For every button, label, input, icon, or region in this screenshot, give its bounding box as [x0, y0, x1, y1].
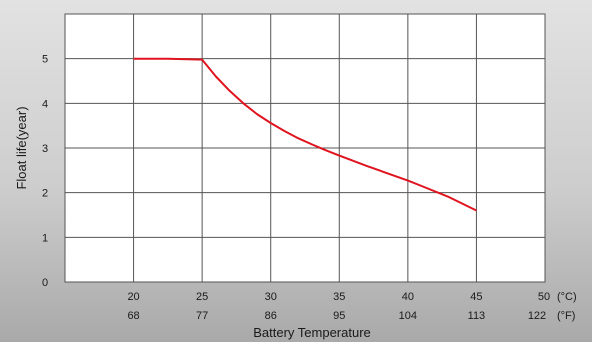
x-tick-label-celsius: 25	[196, 291, 208, 303]
x-tick-label-fahrenheit: 86	[265, 310, 277, 322]
x-tick-label-celsius: 30	[265, 291, 277, 303]
x-tick-label-celsius: 40	[402, 291, 414, 303]
x-tick-label-fahrenheit: 122	[528, 310, 546, 322]
fahrenheit-unit-label: (°F)	[557, 310, 575, 322]
x-tick-label-celsius: 20	[127, 291, 139, 303]
y-tick-label: 0	[42, 277, 48, 289]
x-tick-label-fahrenheit: 113	[468, 310, 486, 322]
celsius-unit-label: (°C)	[557, 291, 577, 303]
series-group	[133, 57, 477, 212]
x-tick-label-celsius: 35	[333, 291, 345, 303]
x-tick-label-fahrenheit: 104	[399, 310, 417, 322]
x-tick-label-celsius: 50	[538, 291, 550, 303]
grid	[65, 14, 545, 282]
y-tick-label: 1	[42, 232, 48, 244]
x-tick-label-celsius: 45	[470, 291, 482, 303]
y-axis-label: Float life(year)	[14, 106, 29, 189]
y-tick-label: 5	[42, 54, 48, 66]
float-life-line	[133, 57, 477, 212]
x-tick-label-fahrenheit: 77	[196, 310, 208, 322]
x-tick-labels: 20 68 25 77 30 86 35 95 40 104 45 113 50 122	[127, 291, 550, 322]
x-axis-label: Battery Temperature	[253, 325, 371, 340]
y-tick-labels: 0 1 2 3 4 5	[42, 54, 48, 289]
y-tick-label: 4	[42, 98, 48, 110]
y-tick-label: 3	[42, 143, 48, 155]
x-tick-label-fahrenheit: 95	[333, 310, 345, 322]
y-tick-label: 2	[42, 188, 48, 200]
x-tick-label-fahrenheit: 68	[127, 310, 139, 322]
